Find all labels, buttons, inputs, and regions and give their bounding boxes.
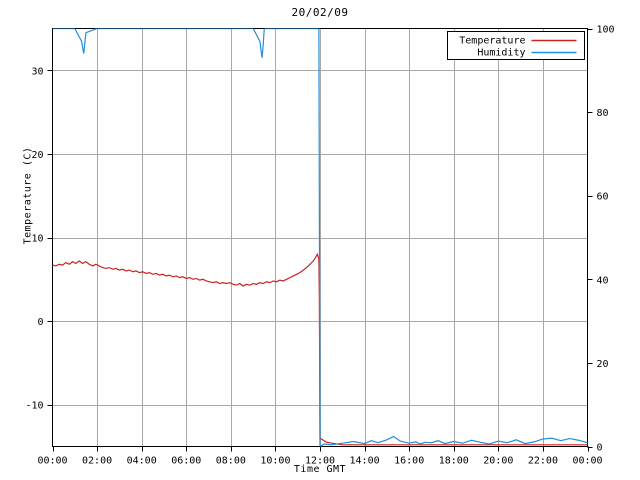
x-tick-label: 02:00 [82, 456, 112, 467]
x-tick-label: 04:00 [127, 456, 157, 467]
x-tick-label: 00:00 [37, 456, 67, 467]
x-tick-label: 20:00 [483, 456, 513, 467]
y-tick-label-left: 0 [37, 317, 43, 328]
x-tick-label: 16:00 [394, 456, 424, 467]
x-tick-label: 18:00 [439, 456, 469, 467]
y-tick-label-right: 80 [597, 108, 609, 119]
x-tick-label: 12:00 [305, 456, 335, 467]
y-tick-label-left: 30 [31, 66, 43, 77]
x-tick-label: 00:00 [572, 456, 602, 467]
y-tick-label-right: 100 [597, 25, 615, 36]
legend-label: Temperature [459, 36, 525, 47]
legend-label: Humidity [477, 48, 525, 59]
y-tick-label-left: 10 [31, 234, 43, 245]
x-tick-label: 22:00 [528, 456, 558, 467]
data-series-layer [52, 28, 588, 447]
y-tick-label-left: -10 [25, 401, 43, 412]
chart-title: 20/02/09 [291, 6, 349, 19]
x-tick-label: 06:00 [171, 456, 201, 467]
x-tick-label: 10:00 [260, 456, 290, 467]
y-tick-label-right: 0 [597, 443, 603, 454]
series-line-humidity [52, 28, 588, 447]
y-tick-label-right: 60 [597, 192, 609, 203]
y-tick-label-left: 20 [31, 150, 43, 161]
series-line-temperature [52, 252, 588, 446]
x-tick-label: 08:00 [216, 456, 246, 467]
tick-marks [47, 29, 593, 452]
legend-box [447, 31, 585, 60]
tick-labels: 00:00 02:00 04:00 06:00 08:00 10:00 12:00 14:00… [25, 25, 614, 467]
x-tick-label: 14:00 [350, 456, 380, 467]
y-tick-label-right: 40 [597, 275, 609, 286]
x-axis-title: Time GMT [293, 464, 347, 475]
y-tick-label-right: 20 [597, 359, 609, 370]
